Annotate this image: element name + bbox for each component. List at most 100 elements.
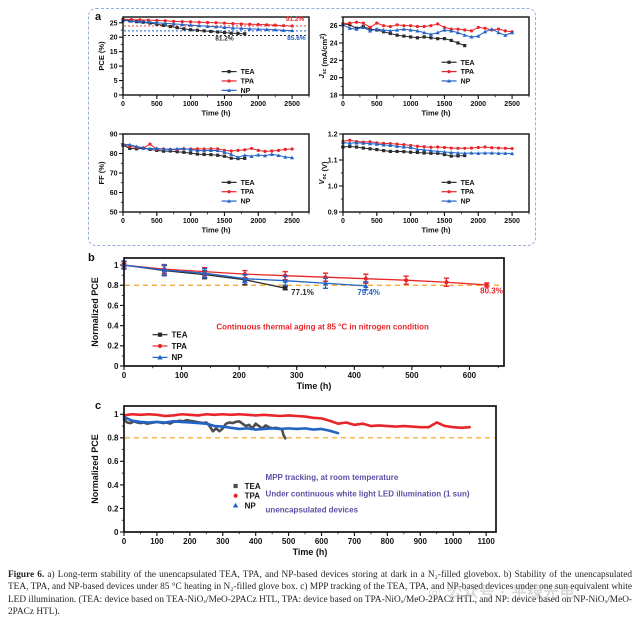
panel-a-dashed-box: a 0 500 1000 1500 2000 2500 0 5 10 15 20 25 91.2% 85.… [88, 8, 536, 246]
svg-text:0: 0 [122, 371, 127, 380]
svg-text:900: 900 [414, 537, 428, 546]
svg-text:200: 200 [232, 371, 246, 380]
svg-text:TEA: TEA [172, 331, 188, 340]
svg-text:500: 500 [151, 218, 163, 225]
figure-caption-body: a) Long-term stability of the unencapsul… [8, 570, 632, 618]
svg-text:25: 25 [110, 20, 118, 27]
svg-text:0.6: 0.6 [107, 301, 119, 310]
svg-text:TEA: TEA [245, 482, 261, 491]
svg-text:2500: 2500 [284, 101, 300, 108]
svg-text:NP: NP [172, 353, 184, 362]
svg-text:1500: 1500 [217, 101, 233, 108]
svg-text:1.2: 1.2 [328, 132, 338, 139]
svg-text:0.9: 0.9 [328, 210, 338, 217]
svg-text:10: 10 [110, 64, 118, 71]
svg-text:1000: 1000 [183, 218, 199, 225]
svg-text:77.1%: 77.1% [291, 288, 314, 297]
svg-text:1: 1 [114, 410, 119, 419]
svg-text:MPP tracking, at room temperat: MPP tracking, at room temperature [266, 473, 399, 482]
svg-text:0: 0 [341, 218, 345, 225]
svg-text:0.8: 0.8 [107, 281, 119, 290]
svg-text:Time (h): Time (h) [201, 109, 231, 118]
svg-text:81.2%: 81.2% [215, 36, 234, 43]
svg-text:1000: 1000 [444, 537, 462, 546]
svg-text:700: 700 [348, 537, 362, 546]
chart-thermal-aging: 0 100 200 300 400 500 600 0 0.2 0.4 0.6 0.8 1 77.1% 79… [90, 257, 505, 391]
svg-text:5: 5 [114, 78, 118, 85]
svg-text:50: 50 [110, 210, 118, 217]
svg-text:0: 0 [121, 101, 125, 108]
svg-text:2000: 2000 [470, 218, 486, 225]
svg-text:70: 70 [110, 171, 118, 178]
svg-text:90: 90 [110, 132, 118, 139]
svg-text:0.2: 0.2 [107, 342, 119, 351]
svg-text:80: 80 [110, 151, 118, 158]
svg-text:20: 20 [110, 35, 118, 42]
svg-text:1500: 1500 [437, 218, 453, 225]
svg-text:500: 500 [282, 537, 296, 546]
svg-text:400: 400 [348, 371, 362, 380]
svg-text:0.4: 0.4 [107, 322, 119, 331]
svg-text:100: 100 [175, 371, 189, 380]
svg-text:Under continuous white light L: Under continuous white light LED illumin… [266, 490, 470, 499]
svg-text:0: 0 [114, 528, 119, 537]
svg-text:0.6: 0.6 [107, 457, 119, 466]
svg-text:1.1: 1.1 [328, 158, 338, 165]
svg-text:0.2: 0.2 [107, 504, 119, 513]
svg-text:79.4%: 79.4% [357, 288, 380, 297]
svg-text:NP: NP [241, 199, 251, 206]
svg-text:60: 60 [110, 190, 118, 197]
svg-text:FF (%): FF (%) [97, 161, 106, 184]
svg-text:TPA: TPA [172, 342, 188, 351]
svg-text:100: 100 [150, 537, 164, 546]
svg-text:Continuous thermal aging at 85: Continuous thermal aging at 85 °C in nit… [216, 323, 429, 332]
svg-text:15: 15 [110, 49, 118, 56]
svg-text:600: 600 [463, 371, 477, 380]
svg-text:2500: 2500 [504, 101, 520, 108]
svg-text:20: 20 [330, 75, 338, 82]
chart-ff: 0 500 1000 1500 2000 2500 50 60 70 80 90 TEA TPA NP Ti… [97, 132, 310, 235]
svg-text:Time (h): Time (h) [201, 226, 231, 235]
svg-text:1000: 1000 [403, 101, 419, 108]
svg-text:22: 22 [330, 58, 338, 65]
svg-text:300: 300 [216, 537, 230, 546]
panel-a-label: a [95, 11, 102, 23]
svg-text:80.3%: 80.3% [480, 286, 503, 295]
svg-text:NP: NP [461, 78, 471, 85]
svg-text:Normalized PCE: Normalized PCE [90, 434, 100, 504]
svg-text:500: 500 [151, 101, 163, 108]
svg-text:18: 18 [330, 93, 338, 100]
svg-text:2000: 2000 [250, 218, 266, 225]
svg-text:Normalized PCE: Normalized PCE [90, 277, 100, 347]
svg-text:0: 0 [114, 93, 118, 100]
svg-text:600: 600 [315, 537, 329, 546]
svg-text:500: 500 [405, 371, 419, 380]
panel-b-label: b [88, 252, 95, 264]
svg-text:0: 0 [114, 362, 119, 371]
svg-text:24: 24 [330, 41, 338, 48]
svg-text:Time (h): Time (h) [421, 109, 451, 118]
svg-text:2500: 2500 [504, 218, 520, 225]
svg-text:200: 200 [183, 537, 197, 546]
svg-text:2000: 2000 [250, 101, 266, 108]
svg-text:Time (h): Time (h) [421, 226, 451, 235]
chart-jsc: 0 500 1000 1500 2000 2500 18 20 22 24 26 TEA TPA NP Ti… [317, 16, 530, 118]
svg-text:1500: 1500 [437, 101, 453, 108]
svg-text:0: 0 [121, 218, 125, 225]
svg-text:400: 400 [249, 537, 263, 546]
svg-text:85.6%: 85.6% [287, 35, 306, 42]
svg-text:1100: 1100 [477, 537, 495, 546]
svg-text:Time (h): Time (h) [297, 381, 332, 391]
svg-text:0.4: 0.4 [107, 481, 119, 490]
svg-text:Voc (V): Voc (V) [317, 161, 329, 185]
svg-text:500: 500 [371, 218, 383, 225]
svg-text:TPA: TPA [461, 69, 474, 76]
svg-text:26: 26 [330, 23, 338, 30]
figure-caption-lead: Figure 6. [8, 570, 45, 580]
svg-text:2000: 2000 [470, 101, 486, 108]
svg-text:TEA: TEA [461, 180, 475, 187]
svg-text:1000: 1000 [183, 101, 199, 108]
svg-text:TPA: TPA [245, 492, 261, 501]
panel-c-label: c [95, 400, 102, 412]
